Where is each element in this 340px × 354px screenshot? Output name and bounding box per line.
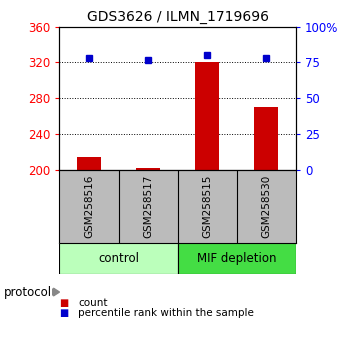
Bar — [59, 243, 177, 274]
Text: protocol: protocol — [3, 286, 52, 298]
Bar — [195, 62, 219, 170]
Text: percentile rank within the sample: percentile rank within the sample — [78, 308, 254, 318]
Bar — [254, 107, 278, 170]
Text: ■: ■ — [59, 308, 69, 318]
Text: MIF depletion: MIF depletion — [197, 252, 276, 265]
Bar — [177, 243, 296, 274]
Title: GDS3626 / ILMN_1719696: GDS3626 / ILMN_1719696 — [87, 10, 269, 24]
Text: GSM258515: GSM258515 — [202, 175, 212, 238]
Bar — [77, 156, 101, 170]
Text: GSM258530: GSM258530 — [261, 175, 271, 238]
Text: ■: ■ — [59, 298, 69, 308]
Text: GSM258517: GSM258517 — [143, 175, 153, 238]
Text: GSM258516: GSM258516 — [84, 175, 94, 238]
Bar — [136, 168, 160, 170]
Text: control: control — [98, 252, 139, 265]
Text: count: count — [78, 298, 108, 308]
